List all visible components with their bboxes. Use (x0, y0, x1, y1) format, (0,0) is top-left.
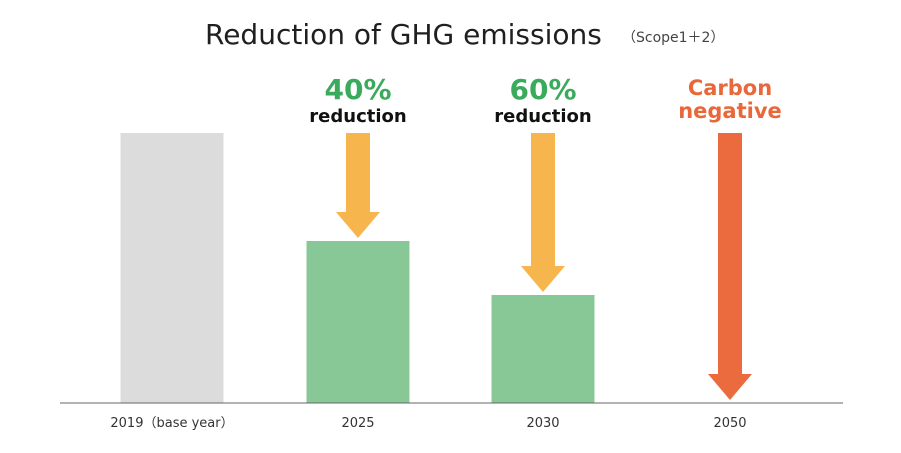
arrow-shaft (718, 133, 742, 374)
chart-title: Reduction of GHG emissions (205, 18, 602, 51)
annotation-label: negative (678, 99, 782, 123)
arrow-head (521, 266, 565, 292)
bar-1 (120, 133, 224, 403)
arrow-head (708, 374, 752, 400)
annotation-value: Carbon (688, 76, 772, 100)
x-tick-label: 2019（base year） (110, 416, 233, 431)
bars-layer (120, 133, 595, 403)
annotation-value: 40% (324, 73, 391, 106)
annotation-label: reduction (494, 106, 591, 127)
chart-subtitle: （Scope1＋2） (622, 30, 724, 46)
arrow-shaft (346, 133, 370, 212)
bar-2 (306, 241, 410, 403)
annotation-value: 60% (509, 73, 576, 106)
x-tick-label: 2030 (526, 416, 559, 431)
bar-3 (491, 295, 595, 403)
x-tick-label: 2025 (341, 416, 374, 431)
arrows-layer (336, 133, 752, 400)
ticks-layer: 2019（base year） 2025 2030 2050 (110, 416, 746, 431)
x-tick-label: 2050 (713, 416, 746, 431)
arrow-head (336, 212, 380, 238)
arrow-shaft (531, 133, 555, 266)
annotation-label: reduction (309, 106, 406, 127)
